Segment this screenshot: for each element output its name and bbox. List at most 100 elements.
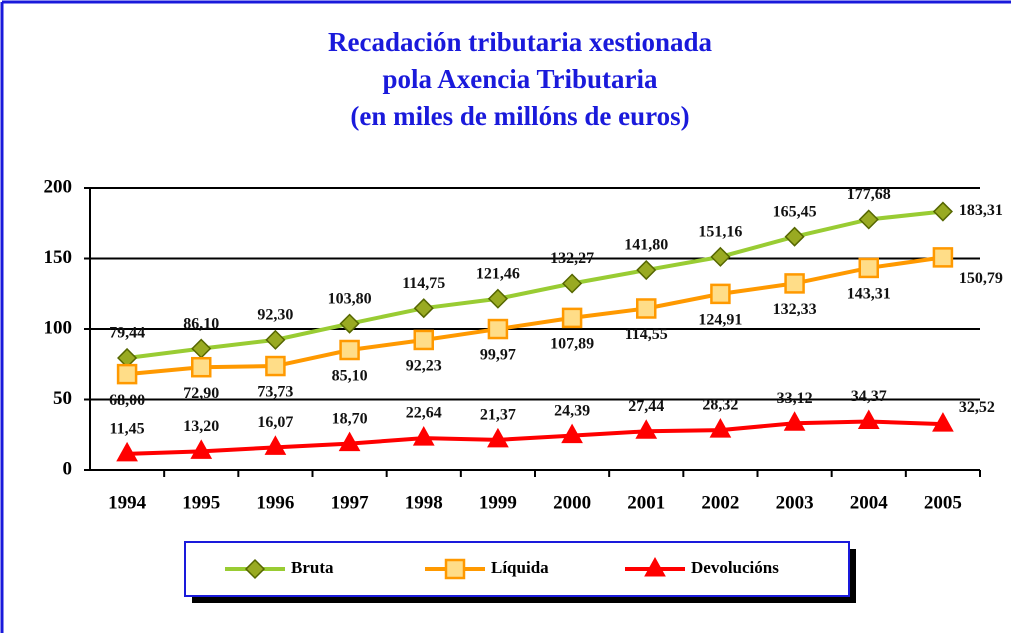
legend-label: Líquida [491,558,549,577]
data-label: 165,45 [773,203,817,220]
data-label: 27,44 [628,398,664,415]
data-label: 79,44 [109,325,145,342]
data-label: 143,31 [847,286,891,303]
x-tick-label: 1998 [405,492,443,513]
marker [413,329,434,351]
series-line [126,255,944,377]
data-label: 85,10 [332,368,368,385]
chart-title: (en miles de millóns de euros) [350,101,689,131]
x-tick-label: 1996 [256,492,294,513]
x-tick-label: 1997 [331,492,370,513]
marker [413,298,434,319]
marker [710,246,731,267]
marker [264,435,287,455]
data-label: 121,46 [476,265,520,282]
data-label: 150,79 [959,270,1003,287]
marker [190,439,213,459]
marker [710,283,731,305]
data-label: 177,68 [847,186,891,203]
y-tick-label: 0 [63,458,73,479]
marker [338,431,361,452]
data-label: 107,89 [550,336,594,353]
marker [412,426,435,446]
data-label: 16,07 [257,414,293,431]
legend-marker [244,558,266,580]
data-label: 114,55 [625,326,668,343]
data-label: 28,32 [702,397,738,414]
marker [783,411,806,431]
y-tick-label: 100 [44,317,73,338]
legend-label: Devolucións [691,558,779,577]
data-label: 92,23 [406,358,442,375]
marker [487,318,509,340]
data-label: 21,37 [480,407,516,424]
legend-marker [644,556,666,577]
marker [116,441,138,462]
marker [339,339,360,361]
data-label: 124,91 [698,312,742,329]
data-label: 32,52 [959,399,995,416]
data-label: 114,75 [402,275,445,292]
legend [184,541,850,597]
data-label: 24,39 [554,402,590,419]
marker [339,313,360,334]
marker [932,412,954,432]
marker [784,226,805,247]
data-label: 11,45 [110,421,145,438]
y-tick-label: 50 [53,388,72,409]
marker [191,338,212,359]
data-label: 86,10 [183,315,219,332]
data-label: 13,20 [183,418,219,435]
data-label: 92,30 [257,307,293,324]
x-tick-label: 2002 [701,492,739,513]
marker [116,363,138,385]
x-tick-label: 2003 [776,492,814,513]
x-tick-label: 1994 [108,492,147,513]
marker [636,260,657,281]
data-label: 34,37 [851,388,887,405]
marker [191,356,212,378]
data-label: 72,90 [183,385,219,402]
marker [784,273,805,294]
marker [636,298,657,319]
legend-label: Bruta [291,558,334,577]
data-label: 22,64 [406,405,442,422]
data-label: 33,12 [777,390,813,407]
data-label: 99,97 [480,347,516,364]
x-tick-label: 2005 [924,492,962,513]
marker [562,273,583,294]
chart-title: pola Axencia Tributaria [382,64,658,94]
marker [635,419,658,439]
x-tick-label: 1995 [182,492,220,513]
marker [487,288,508,309]
marker [561,423,583,444]
marker [857,409,880,430]
legend-marker [444,558,466,580]
marker [265,329,286,350]
x-tick-label: 2004 [850,492,889,513]
data-label: 141,80 [624,237,668,254]
data-label: 151,16 [698,224,742,241]
x-tick-label: 2001 [627,492,665,513]
data-label: 132,33 [773,301,817,318]
x-tick-label: 1999 [479,492,517,513]
data-label: 103,80 [328,290,372,307]
series-line [126,209,944,360]
chart-title: Recadación tributaria xestionada [328,27,712,57]
marker [265,355,286,377]
y-tick-label: 200 [44,176,73,197]
x-tick-label: 2000 [553,492,591,513]
marker [709,418,732,438]
data-label: 73,73 [257,384,293,401]
data-label: 183,31 [959,202,1003,219]
series-line [127,419,943,456]
marker [932,201,953,222]
marker [487,427,509,448]
data-label: 18,70 [332,410,368,427]
data-label: 68,00 [109,392,145,409]
y-tick-label: 150 [44,247,73,268]
marker [858,257,879,279]
data-label: 132,27 [550,250,594,267]
marker [932,247,954,268]
